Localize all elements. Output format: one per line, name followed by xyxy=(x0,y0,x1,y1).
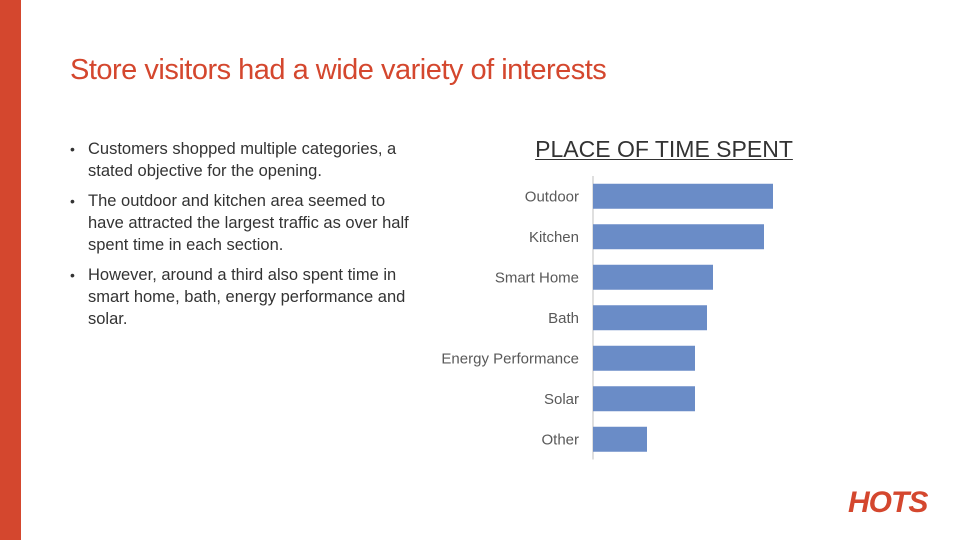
bullet-item: • However, around a third also spent time… xyxy=(70,264,410,330)
bar-energy-performance xyxy=(593,345,695,371)
category-label: Solar xyxy=(544,391,579,408)
category-label: Energy Performance xyxy=(441,350,579,367)
hots-logo: HOTS xyxy=(848,486,928,519)
bar-other xyxy=(593,426,647,452)
category-label: Outdoor xyxy=(525,188,579,205)
bullet-item: • The outdoor and kitchen area seemed to … xyxy=(70,190,410,256)
category-label: Other xyxy=(541,431,579,448)
bullet-dot: • xyxy=(70,267,75,283)
category-label: Bath xyxy=(548,310,579,327)
category-label: Kitchen xyxy=(529,229,579,246)
bar-bath xyxy=(593,305,707,331)
bullet-text: Customers shopped multiple categories, a… xyxy=(88,140,397,180)
bullet-text: The outdoor and kitchen area seemed to h… xyxy=(88,192,409,254)
bullet-text: However, around a third also spent time … xyxy=(88,266,406,328)
category-label: Smart Home xyxy=(495,269,579,286)
chart-title: PLACE OF TIME SPENT xyxy=(535,136,793,162)
bar-kitchen xyxy=(593,224,764,250)
bar-solar xyxy=(593,386,695,412)
bullet-list: • Customers shopped multiple categories, … xyxy=(70,138,410,338)
bullet-dot: • xyxy=(70,141,75,157)
slide-title: Store visitors had a wide variety of int… xyxy=(70,54,607,86)
bullet-item: • Customers shopped multiple categories, … xyxy=(70,138,410,182)
bullet-dot: • xyxy=(70,193,75,209)
bar-smart-home xyxy=(593,264,713,290)
left-accent-bar xyxy=(0,0,21,540)
bar-outdoor xyxy=(593,183,773,209)
